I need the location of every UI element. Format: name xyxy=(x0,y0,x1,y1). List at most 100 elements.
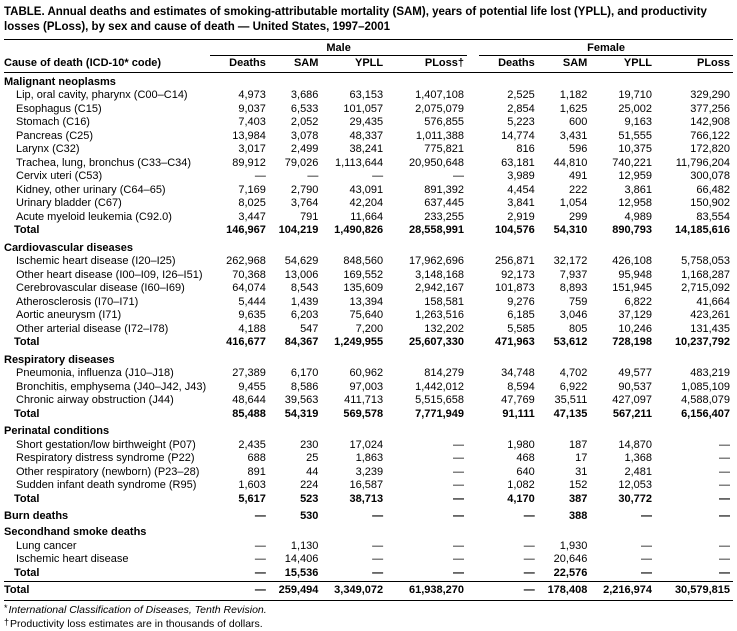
value-cell: 152 xyxy=(568,479,588,492)
value-cell: — xyxy=(479,581,538,601)
value-cell: — xyxy=(453,553,465,566)
value-cell: 230 xyxy=(300,438,319,451)
value-cell: 491 xyxy=(568,170,588,183)
value-cell xyxy=(210,422,269,438)
total-row: Total 5,617 523 38,713 — 4,170 387 30,772 — xyxy=(4,492,733,507)
item-row: Trachea, lung, bronchus (C33–C34) 89,912 7… xyxy=(4,156,733,170)
item-row: Pancreas (C25) 13,984 3,078 48,337 1,011,388… xyxy=(4,129,733,143)
value-cell: 7,403 xyxy=(238,116,266,129)
column-gap xyxy=(467,438,479,452)
value-cell: 2,435 xyxy=(238,438,266,451)
value-cell: 11,664 xyxy=(350,210,384,223)
value-cell: 1,168,287 xyxy=(681,268,730,281)
value-cell: 5,515,658 xyxy=(415,394,465,407)
column-gap xyxy=(467,156,479,170)
value-cell xyxy=(321,239,386,255)
row-label: Aortic aneurysm (I71) xyxy=(16,309,122,322)
value-cell: 814,279 xyxy=(424,367,465,380)
column-gap xyxy=(467,116,479,130)
value-cell: 92,173 xyxy=(501,268,535,281)
value-cell: 31 xyxy=(575,465,588,478)
value-cell: 766,122 xyxy=(690,129,730,142)
value-cell: 728,198 xyxy=(612,336,653,349)
male-ploss-header: PLoss† xyxy=(386,55,468,73)
value-cell: 97,003 xyxy=(349,380,384,393)
row-label: Secondhand smoke deaths xyxy=(4,526,147,539)
value-cell: 30,579,815 xyxy=(655,581,733,601)
value-cell: 187 xyxy=(568,438,588,451)
value-cell: 3,349,072 xyxy=(321,581,387,601)
value-cell: 70,368 xyxy=(232,268,266,281)
value-cell: 25,002 xyxy=(618,102,653,115)
value-cell: 142,908 xyxy=(690,116,730,129)
value-cell: 32,172 xyxy=(553,255,588,268)
value-cell xyxy=(386,523,467,539)
value-cell: 5,223 xyxy=(507,116,535,129)
row-label: Stomach (C16) xyxy=(16,116,90,129)
value-cell: — xyxy=(523,553,535,566)
column-gap xyxy=(467,394,479,408)
value-cell: 91,111 xyxy=(502,407,535,420)
item-row: Ischemic heart disease (I20–I25) 262,968 5… xyxy=(4,255,733,269)
value-cell: 1,442,012 xyxy=(415,380,465,393)
value-cell: 60,962 xyxy=(349,367,384,380)
value-cell: — xyxy=(719,566,730,579)
value-cell: 79,026 xyxy=(284,156,319,169)
value-cell: 64,074 xyxy=(232,282,266,295)
value-cell: 3,148,168 xyxy=(415,268,465,281)
column-gap xyxy=(467,452,479,466)
value-cell: 38,241 xyxy=(349,143,384,156)
row-label: Trachea, lung, bronchus (C33–C34) xyxy=(16,156,192,169)
value-cell xyxy=(479,351,538,367)
value-cell: 54,319 xyxy=(284,407,319,420)
female-group-header: Female xyxy=(479,38,733,56)
column-gap xyxy=(467,224,479,239)
value-cell: 11,796,204 xyxy=(675,156,730,169)
column-gap xyxy=(467,295,479,309)
row-label: Esophagus (C15) xyxy=(16,102,102,115)
section-row: Cardiovascular diseases xyxy=(4,239,733,255)
item-row: Other respiratory (newborn) (P23–28) 891 4… xyxy=(4,465,733,479)
column-gap xyxy=(467,72,479,89)
column-gap xyxy=(467,479,479,493)
value-cell: 2,075,079 xyxy=(415,102,465,115)
item-row: Short gestation/low birthweight (P07) 2,4… xyxy=(4,438,733,452)
value-cell xyxy=(321,351,386,367)
column-gap xyxy=(467,89,479,103)
value-cell: 17 xyxy=(575,452,588,465)
value-cell: 468 xyxy=(516,452,535,465)
item-row: Lung cancer — 1,130 — — — 1,930 — — xyxy=(4,539,733,553)
value-cell: 6,170 xyxy=(290,367,319,380)
value-cell: 891,392 xyxy=(424,183,465,196)
row-label: Ischemic heart disease xyxy=(16,553,129,566)
row-label: Other heart disease (I00–I09, I26–I51) xyxy=(16,268,203,281)
value-cell xyxy=(479,523,538,539)
value-cell: 576,855 xyxy=(424,116,465,129)
value-cell: 3,239 xyxy=(355,465,384,478)
value-cell: 29,435 xyxy=(349,116,384,129)
item-row: Other heart disease (I00–I09, I26–I51) 70… xyxy=(4,268,733,282)
value-cell: 1,263,516 xyxy=(415,309,465,322)
value-cell: 25,607,330 xyxy=(408,336,465,349)
value-cell xyxy=(210,523,269,539)
value-cell: 567,211 xyxy=(612,407,653,420)
row-label: Other arterial disease (I72–I78) xyxy=(16,322,169,335)
value-cell: 13,006 xyxy=(284,268,319,281)
item-row: Chronic airway obstruction (J44) 48,644 39… xyxy=(4,394,733,408)
footnotes: *International Classification of Disease… xyxy=(4,603,733,631)
row-label: Acute myeloid leukemia (C92.0) xyxy=(16,210,172,223)
value-cell: 178,408 xyxy=(537,581,591,601)
value-cell: 640 xyxy=(516,465,535,478)
value-cell: 8,594 xyxy=(507,380,535,393)
row-label: Total xyxy=(14,492,40,505)
value-cell: — xyxy=(372,566,384,579)
footnote-icd: *International Classification of Disease… xyxy=(4,603,733,618)
total-row: Total 146,967 104,219 1,490,826 28,558,991 10… xyxy=(4,224,733,239)
item-row: Acute myeloid leukemia (C92.0) 3,447 791 11… xyxy=(4,210,733,224)
row-label: Burn deaths xyxy=(4,510,69,523)
item-row: Larynx (C32) 3,017 2,499 38,241 775,821 816 59… xyxy=(4,143,733,157)
value-cell xyxy=(655,523,733,539)
value-cell: 2,481 xyxy=(624,465,653,478)
row-label: Other respiratory (newborn) (P23–28) xyxy=(16,465,200,478)
value-cell: 12,958 xyxy=(618,197,653,210)
